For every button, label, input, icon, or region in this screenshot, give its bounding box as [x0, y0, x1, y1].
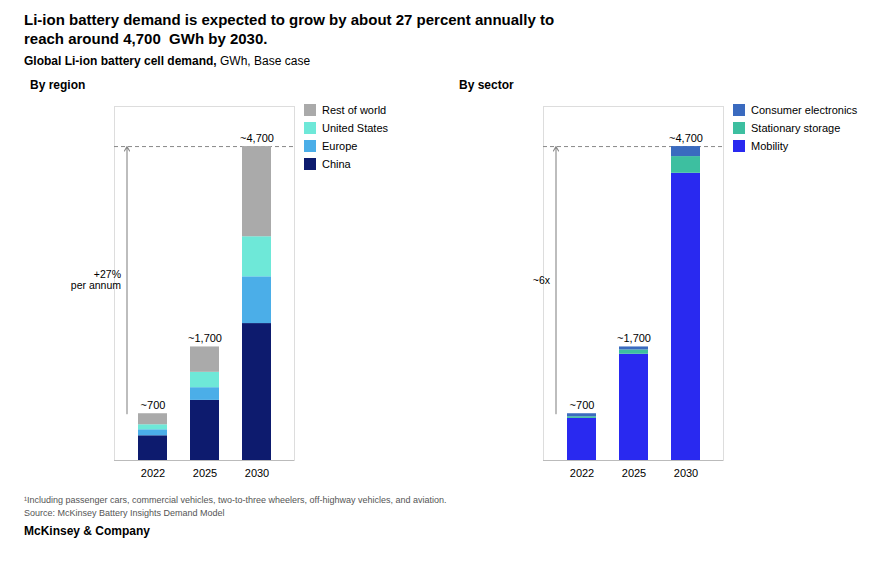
- svg-text:~4,700: ~4,700: [669, 132, 703, 144]
- html-text:Li-ion battery demand is expec: Li-ion battery demand is expected to gro…: [24, 11, 555, 47]
- html-text:China: China: [322, 158, 351, 170]
- svg-text:~6x: ~6x: [533, 274, 551, 286]
- svg-text:~700: ~700: [141, 399, 166, 411]
- svg-text:2025: 2025: [193, 467, 217, 479]
- html-text:United States: United States: [322, 122, 388, 134]
- html-text:Europe: Europe: [322, 140, 358, 152]
- svg-text:~4,700: ~4,700: [240, 132, 274, 144]
- svg-text:2030: 2030: [674, 467, 698, 479]
- html-text:Consumer electronics: Consumer electronics: [751, 104, 858, 116]
- html-text:Global Li-ion battery cell dem: Global Li-ion battery cell demand, GWh, …: [24, 54, 311, 68]
- svg-text:2022: 2022: [141, 467, 165, 479]
- html-text:Source: McKinsey Battery Insig: Source: McKinsey Battery Insights Demand…: [24, 508, 225, 518]
- svg-text:2022: 2022: [570, 467, 594, 479]
- svg-text:+27%per annum: +27%per annum: [71, 268, 121, 291]
- svg-text:~1,700: ~1,700: [188, 332, 222, 344]
- html-text:Stationary storage: Stationary storage: [751, 122, 841, 134]
- html-text:McKinsey & Company: McKinsey & Company: [24, 524, 150, 538]
- html-text:Mobility: Mobility: [751, 140, 789, 152]
- svg-text:~1,700: ~1,700: [617, 332, 651, 344]
- html-text:By sector: By sector: [459, 78, 514, 92]
- html-text:By region: By region: [30, 78, 86, 92]
- svg-text:2025: 2025: [622, 467, 646, 479]
- html-text:Rest of world: Rest of world: [322, 104, 387, 116]
- html-text:¹Including passenger cars, com: ¹Including passenger cars, commercial ve…: [24, 495, 447, 505]
- svg-text:~700: ~700: [570, 399, 595, 411]
- svg-text:2030: 2030: [245, 467, 269, 479]
